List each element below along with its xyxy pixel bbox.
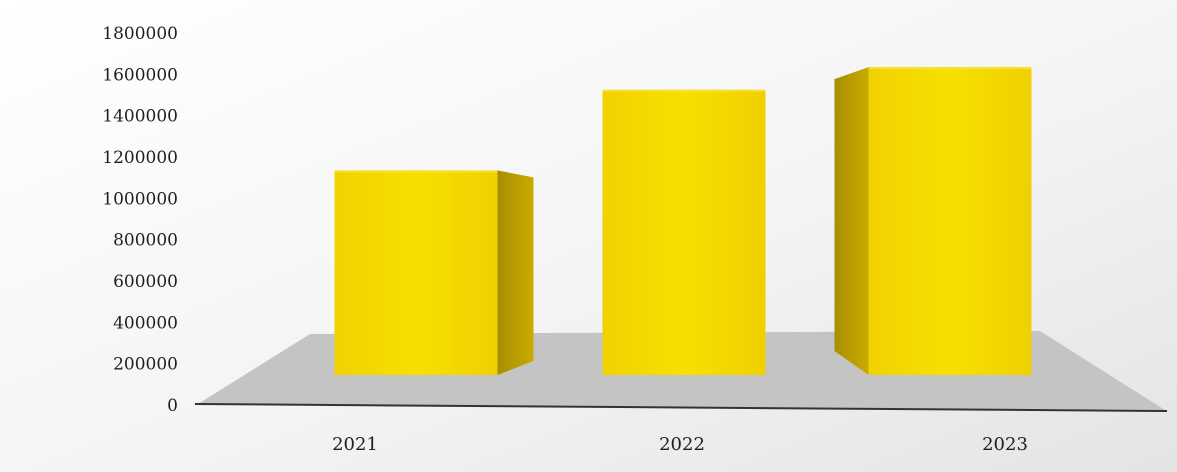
bar-2022 [602,89,766,376]
x-category-label: 2023 [982,434,1028,455]
bar-front-face [334,170,498,375]
bar-side-face [497,170,534,375]
x-axis-line [194,403,1168,412]
y-tick-label: 1800000 [102,24,178,44]
bar-front-face [868,67,1032,376]
x-category-label: 2022 [659,434,705,455]
y-tick-label: 1200000 [102,148,178,168]
y-tick-label: 600000 [113,272,178,292]
y-tick-label: 400000 [113,313,178,333]
x-category-label: 2021 [332,434,378,455]
bar-2021 [334,170,534,375]
y-tick-label: 1400000 [102,107,178,127]
y-tick-label: 1600000 [102,65,178,85]
bar-front-face [602,89,766,376]
y-tick-label: 800000 [113,231,178,251]
bar-side-face [834,67,869,376]
y-tick-label: 1000000 [102,189,178,209]
y-tick-label: 0 [167,396,178,416]
y-tick-label: 200000 [113,355,178,375]
bar-2023 [834,67,1032,376]
